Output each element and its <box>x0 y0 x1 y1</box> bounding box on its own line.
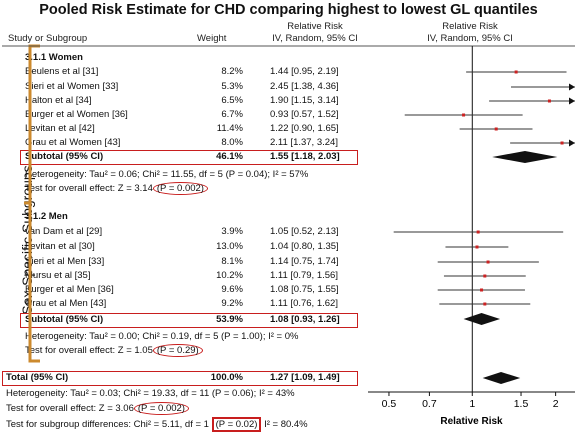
study-marker <box>483 302 487 306</box>
x-tick-label: 1.5 <box>514 398 529 410</box>
study-name: Levitan et al [30] <box>25 241 95 252</box>
study-marker <box>475 245 479 249</box>
total-weight: 100.0% <box>210 372 243 383</box>
x-tick-label: 0.5 <box>382 398 397 410</box>
total-heterogeneity: Heterogeneity: Tau² = 0.03; Chi² = 19.33… <box>6 388 295 399</box>
total-overall-effect-p: (P = 0.002) <box>133 402 189 415</box>
ci-arrow <box>569 97 575 105</box>
x-tick-label: 0.7 <box>422 398 437 410</box>
subtotal-women-ci: 1.55 [1.18, 2.03] <box>270 151 340 162</box>
total-ci: 1.27 [1.09, 1.49] <box>270 372 340 383</box>
total-box <box>2 371 358 386</box>
study-name: Mursu et al [35] <box>25 270 91 281</box>
study-ci: 1.11 [0.79, 1.56] <box>270 270 338 281</box>
study-ci: 1.90 [1.15, 3.14] <box>270 95 339 106</box>
study-ci: 1.08 [0.75, 1.55] <box>270 284 339 295</box>
overall-effect-men: Test for overall effect: Z = 1.05 (P = 0.… <box>25 344 203 357</box>
chart-title: Pooled Risk Estimate for CHD comparing h… <box>39 2 538 18</box>
study-marker <box>547 99 551 103</box>
study-weight: 8.1% <box>221 256 243 267</box>
header-study: Study or Subgroup <box>8 33 88 44</box>
study-ci: 1.11 [0.76, 1.62] <box>270 298 338 309</box>
total-diamond <box>482 372 521 384</box>
group-title-women: 3.1.1 Women <box>25 52 83 63</box>
x-axis-label: Relative Risk <box>440 416 503 427</box>
header-weight: Weight <box>197 33 227 44</box>
study-name: Burger et al Men [36] <box>25 284 114 295</box>
subgroup-differences-text: Test for subgroup differences: Chi² = 5.… <box>6 419 209 430</box>
study-marker <box>560 141 564 145</box>
subgroup-differences: Test for subgroup differences: Chi² = 5.… <box>6 417 308 432</box>
overall-effect-men-p: (P = 0.29) <box>152 344 203 357</box>
total-label: Total (95% CI) <box>6 372 69 383</box>
study-name: Grau et al Men [43] <box>25 298 107 309</box>
ci-arrow <box>569 83 575 91</box>
study-marker <box>483 274 487 278</box>
x-tick-label: 2 <box>553 398 559 410</box>
study-marker <box>494 127 498 131</box>
study-weight: 6.5% <box>221 95 243 106</box>
study-ci: 2.45 [1.38, 4.36] <box>270 81 339 92</box>
study-name: Sieri et al Women [33] <box>25 81 119 92</box>
ci-arrow <box>569 139 575 147</box>
study-marker <box>514 70 518 74</box>
study-ci: 2.11 [1.37, 3.24] <box>270 137 338 148</box>
heterogeneity-women: Heterogeneity: Tau² = 0.06; Chi² = 11.55… <box>25 169 309 180</box>
subtotal-men-weight: 53.9% <box>216 314 243 325</box>
study-weight: 11.4% <box>216 123 243 134</box>
study-weight: 8.2% <box>221 66 243 77</box>
overall-effect-women-p: (P = 0.002) <box>152 182 208 195</box>
study-marker <box>480 288 484 292</box>
study-ci: 1.22 [0.90, 1.65] <box>270 123 339 134</box>
subgroup-bracket <box>28 44 40 363</box>
study-weight: 10.2% <box>216 270 243 281</box>
header-rr-top: Relative Risk <box>287 21 343 32</box>
header-plot-bottom: IV, Random, 95% CI <box>427 33 513 44</box>
x-tick-label: 1 <box>469 398 475 410</box>
subtotal-men-ci: 1.08 [0.93, 1.26] <box>270 314 340 325</box>
study-weight: 8.0% <box>221 137 243 148</box>
study-name: Halton et al [34] <box>25 95 92 106</box>
group-title-men: 3.1.2 Men <box>25 211 68 222</box>
study-weight: 5.3% <box>221 81 243 92</box>
study-marker <box>486 260 490 264</box>
study-name: van Dam et al [29] <box>25 226 103 237</box>
overall-effect-men-text: Test for overall effect: Z = 1.05 <box>25 345 153 356</box>
subtotal-men-label: Subtotal (95% CI) <box>25 314 104 325</box>
study-name: Burger et al Women [36] <box>25 109 128 120</box>
study-marker <box>476 230 480 234</box>
study-name: Levitan et al [42] <box>25 123 95 134</box>
subtotal-diamond-women <box>492 151 558 163</box>
subtotal-men-box <box>20 313 358 328</box>
study-ci: 1.05 [0.52, 2.13] <box>270 226 339 237</box>
total-overall-effect-text: Test for overall effect: Z = 3.06 <box>6 403 134 414</box>
overall-effect-women: Test for overall effect: Z = 3.14 (P = 0.… <box>25 182 208 195</box>
total-overall-effect: Test for overall effect: Z = 3.06 (P = 0.… <box>6 402 189 415</box>
study-weight: 9.6% <box>221 284 243 295</box>
study-weight: 3.9% <box>221 226 243 237</box>
subtotal-women-weight: 46.1% <box>216 151 243 162</box>
header-rr-bottom: IV, Random, 95% CI <box>272 33 358 44</box>
overall-effect-women-text: Test for overall effect: Z = 3.14 <box>25 183 153 194</box>
subgroup-differences-p: (P = 0.02) <box>211 417 262 432</box>
study-name: Sieri et al Men [33] <box>25 256 105 267</box>
subtotal-women-label: Subtotal (95% CI) <box>25 151 104 162</box>
heterogeneity-men: Heterogeneity: Tau² = 0.00; Chi² = 0.19,… <box>25 331 299 342</box>
subtotal-women-box <box>20 150 358 165</box>
subtotal-diamond-men <box>463 313 501 325</box>
study-name: Beulens et al [31] <box>25 66 99 77</box>
study-ci: 0.93 [0.57, 1.52] <box>270 109 339 120</box>
subgroup-differences-i2: I² = 80.4% <box>264 419 308 430</box>
study-weight: 6.7% <box>221 109 243 120</box>
study-ci: 1.14 [0.75, 1.74] <box>270 256 339 267</box>
study-ci: 1.44 [0.95, 2.19] <box>270 66 339 77</box>
study-weight: 9.2% <box>221 298 243 309</box>
study-name: Grau et al Women [43] <box>25 137 121 148</box>
header-plot-top: Relative Risk <box>442 21 498 32</box>
study-weight: 13.0% <box>216 241 243 252</box>
study-marker <box>462 113 466 117</box>
study-ci: 1.04 [0.80, 1.35] <box>270 241 339 252</box>
